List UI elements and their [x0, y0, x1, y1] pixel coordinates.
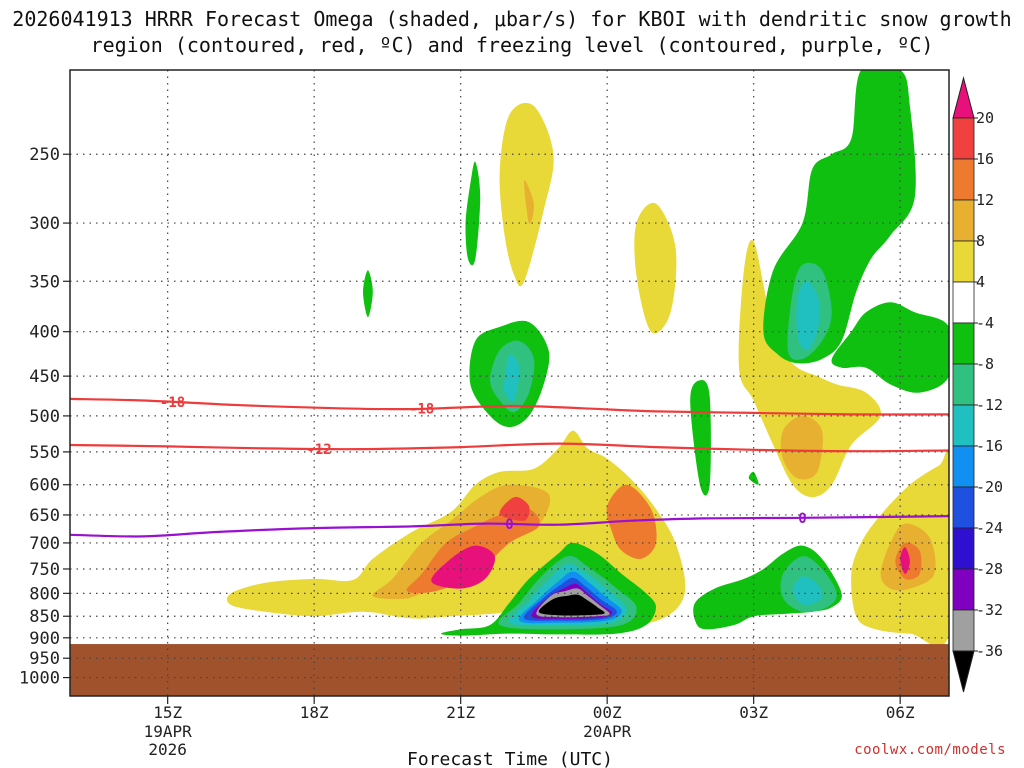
y-tick-label: 500: [29, 407, 60, 427]
colorbar-band-5: [952, 322, 975, 365]
colorbar-tick-label: 8: [976, 232, 985, 250]
colorbar-band-7: [952, 404, 975, 447]
colorbar-band-8: [952, 445, 975, 488]
contour-line-dendritic--18: [70, 397, 949, 416]
ground-fill: [70, 644, 949, 696]
omega-region-3: [606, 484, 657, 560]
y-tick-label: 700: [29, 534, 60, 554]
x-tick-label: 21Z: [446, 703, 475, 722]
contour-label--18: -18: [160, 395, 185, 411]
contour-label--12: -12: [306, 442, 331, 458]
omega-region-9: [738, 240, 881, 498]
x-tick-label: 03Z: [739, 703, 768, 722]
omega-region-23: [465, 161, 481, 266]
omega-region-14: [900, 547, 910, 575]
y-tick-label: 950: [29, 649, 60, 669]
y-tick-label: 350: [29, 272, 60, 292]
colorbar-tick-label: -36: [976, 642, 1003, 660]
chart-title: 2026041913 HRRR Forecast Omega (shaded, …: [12, 7, 1012, 57]
x-tick-date: 19APR: [144, 722, 193, 741]
y-tick-label: 650: [29, 506, 60, 526]
omega-region-36: [792, 576, 823, 606]
colorbar-band-4: [952, 281, 975, 324]
site-credit: coolwx.com/models: [854, 742, 1006, 758]
colorbar: 20 16 12 8 4 -4 -8 -12 -16 -20 -24 -28 -32 -36: [952, 76, 1003, 693]
colorbar-band-6: [952, 363, 975, 406]
omega-region-10: [780, 415, 823, 480]
omega-region-8: [634, 202, 677, 334]
omega-region-28: [690, 380, 711, 496]
colorbar-tick-label: -12: [976, 396, 1003, 414]
y-tick-label: 900: [29, 629, 60, 649]
y-tick-label: 800: [29, 584, 60, 604]
plot-frame: [69, 69, 950, 697]
colorbar-tick-label: 20: [976, 109, 994, 127]
y-tick-label: 300: [29, 214, 60, 234]
omega-region-32: [796, 281, 821, 351]
ground-layer: [70, 644, 949, 696]
colorbar-bottom-arrow: [952, 650, 975, 693]
colorbar-tick-label: 16: [976, 150, 994, 168]
omega-region-5: [499, 496, 530, 521]
gridlines: [70, 70, 949, 696]
y-tick-label: 600: [29, 476, 60, 496]
colorbar-tick-label: -8: [976, 355, 994, 373]
x-tick-label: 18Z: [300, 703, 329, 722]
x-tick-label: 15Z: [153, 703, 182, 722]
colorbar-band-2: [952, 199, 975, 242]
y-tick-label: 1000: [19, 669, 60, 689]
colorbar-band-12: [952, 609, 975, 652]
colorbar-tick-label: -4: [976, 314, 994, 332]
contour-label-0: 0: [505, 517, 513, 533]
omega-region-29: [748, 471, 759, 485]
contour-line-freezing-0: [70, 515, 949, 538]
colorbar-band-10: [952, 527, 975, 570]
y-tick-label: 750: [29, 560, 60, 580]
x-tick-date: 20APR: [583, 722, 632, 741]
colorbar-band-0: [952, 117, 975, 160]
x-axis-label: Forecast Time (UTC): [407, 749, 613, 768]
colorbar-band-11: [952, 568, 975, 611]
colorbar-band-9: [952, 486, 975, 529]
y-tick-label: 250: [29, 145, 60, 165]
contour-label--18: -18: [409, 402, 434, 418]
y-axis: 2503003504004505005506006507007508008509…: [19, 145, 70, 689]
colorbar-band-1: [952, 158, 975, 201]
colorbar-tick-label: 4: [976, 273, 985, 291]
omega-region-4: [431, 545, 496, 589]
colorbar-band-3: [952, 240, 975, 283]
x-tick-label: 00Z: [593, 703, 622, 722]
colorbar-tick-label: -24: [976, 519, 1003, 537]
y-tick-label: 400: [29, 323, 60, 343]
omega-region-7: [524, 180, 535, 224]
y-tick-label: 450: [29, 367, 60, 387]
colorbar-top-arrow: [952, 76, 975, 119]
colorbar-tick-label: -16: [976, 437, 1003, 455]
x-tick-year: 2026: [148, 740, 187, 759]
contour-layer: -18 -18 -12 0 0: [70, 395, 949, 538]
colorbar-tick-label: -20: [976, 478, 1003, 496]
contour-label-0: 0: [798, 511, 806, 527]
contour-line-dendritic--12: [70, 442, 949, 453]
omega-region-27: [503, 354, 520, 402]
omega-region-33: [831, 302, 949, 393]
x-tick-label: 06Z: [886, 703, 915, 722]
colorbar-tick-label: -28: [976, 560, 1003, 578]
y-tick-label: 550: [29, 443, 60, 463]
colorbar-tick-label: 12: [976, 191, 994, 209]
colorbar-tick-label: -32: [976, 601, 1003, 619]
y-tick-label: 850: [29, 607, 60, 627]
omega-fill-layer: [226, 70, 949, 647]
omega-region-22: [538, 594, 605, 616]
omega-region-24: [363, 270, 373, 318]
